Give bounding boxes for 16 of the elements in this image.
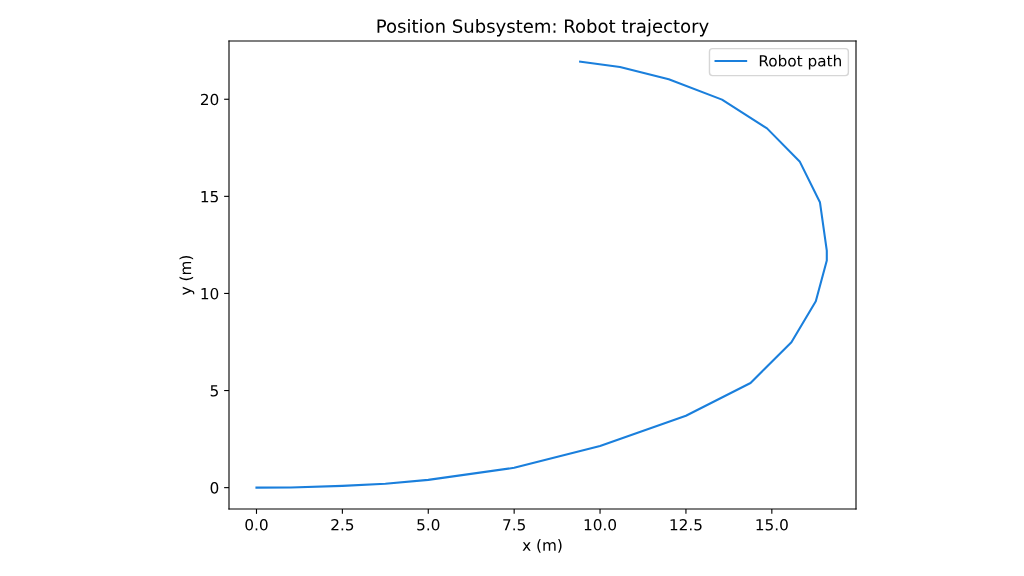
y-tick-label: 10 [201,287,219,300]
y-tick-label: 20 [200,93,219,106]
x-tick-label: 10.0 [584,518,617,531]
x-tick-label: 2.5 [331,518,354,531]
chart-title: Position Subsystem: Robot trajectory [377,18,709,37]
x-tick-label: 15.0 [756,518,788,531]
y-tick-label: 5 [210,385,218,397]
x-tick-label: 0.0 [245,518,268,531]
y-tick-label: 0 [210,482,219,494]
x-tick-label: 5.0 [417,518,440,531]
x-axis-title: x (m) [522,539,562,553]
x-tick-label: 7.5 [503,519,525,531]
x-tick-label: 12.5 [670,518,702,531]
legend-label: Robot path [759,54,841,70]
y-tick-label: 15 [201,191,218,203]
y-axis-title: y (m) [179,255,195,295]
